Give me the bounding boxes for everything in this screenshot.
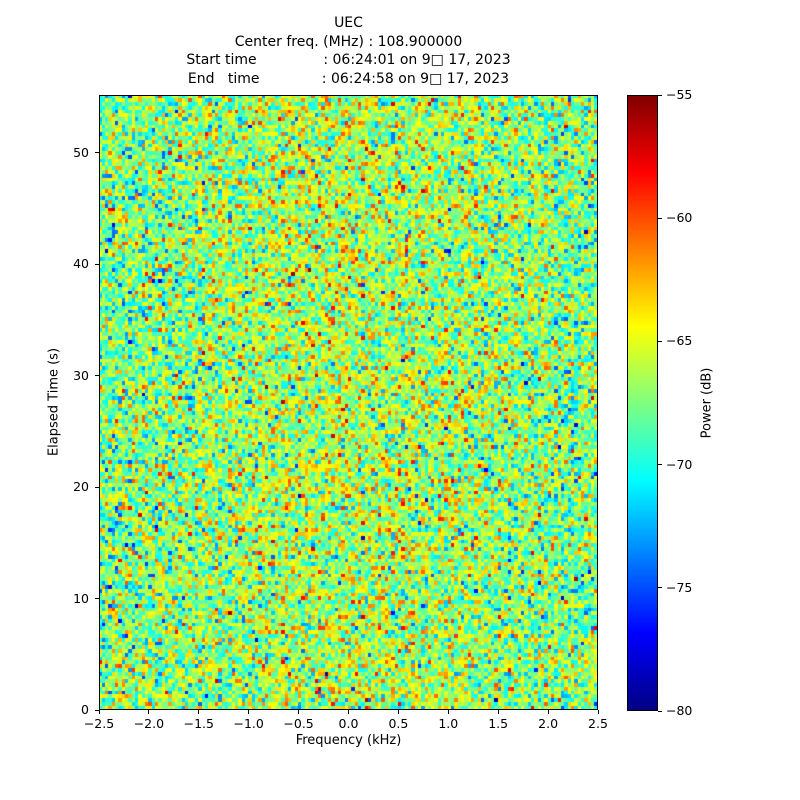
colorbar-tick-label: −80 (666, 703, 693, 718)
colorbar-tick-label: −55 (666, 87, 693, 102)
x-tick-label: 1.5 (488, 716, 509, 731)
x-tick-label: 0.5 (388, 716, 409, 731)
x-tick-label: −1.0 (233, 716, 264, 731)
x-tick (597, 710, 599, 714)
colorbar-tick (658, 217, 662, 219)
colorbar-tick (658, 710, 662, 712)
x-tick (98, 710, 100, 714)
x-tick-label: −1.5 (183, 716, 214, 731)
colorbar-tick-label: −60 (666, 210, 693, 226)
center-freq-line: Center freq. (MHz) : 108.900000 (234, 33, 463, 50)
y-tick-label: 50 (73, 144, 89, 160)
x-tick (348, 710, 349, 714)
y-axis-label: Elapsed Time (s) (46, 347, 62, 457)
x-tick (298, 710, 300, 714)
y-tick-label: 20 (73, 479, 89, 495)
x-axis-label: Frequency (kHz) (295, 733, 402, 748)
x-tick-label: 1.0 (438, 716, 459, 731)
chart-title-block: UEC Center freq. (MHz) : 108.900000 Star… (99, 14, 598, 88)
colorbar-tick-label: −70 (666, 456, 693, 472)
x-tick (148, 710, 150, 714)
x-tick (497, 710, 499, 714)
y-tick (95, 263, 99, 265)
y-tick-label: 30 (73, 367, 89, 383)
spectrogram-heatmap (99, 95, 598, 710)
x-tick (397, 710, 399, 714)
y-tick (95, 598, 99, 600)
y-tick (95, 486, 99, 488)
y-tick (95, 152, 99, 154)
end-time-line: End time : 06:24:58 on 9□ 17, 2023 (187, 70, 510, 87)
start-time-line: Start time : 06:24:01 on 9□ 17, 2023 (186, 52, 511, 68)
x-tick-label: −0.5 (283, 716, 314, 731)
x-tick-label: 0.0 (338, 716, 359, 731)
colorbar-tick (658, 587, 662, 589)
colorbar-label: Power (dB) (699, 367, 715, 439)
colorbar-tick (658, 94, 662, 96)
x-tick (547, 710, 549, 714)
colorbar-tick-label: −75 (666, 579, 693, 595)
colorbar-gradient (627, 95, 658, 711)
colorbar-tick (658, 464, 662, 466)
chart-title: UEC (334, 15, 363, 31)
y-tick (95, 375, 99, 377)
x-tick (248, 710, 250, 714)
x-tick-label: 2.0 (538, 716, 559, 731)
y-tick-label: 40 (73, 256, 89, 272)
colorbar-tick (658, 340, 662, 342)
x-tick (447, 710, 449, 714)
y-tick-label: 0 (81, 702, 89, 717)
colorbar-tick-label: −65 (666, 333, 693, 349)
x-tick-label: −2.0 (133, 716, 165, 731)
x-tick-label: −2.5 (83, 716, 115, 731)
y-tick-label: 10 (73, 590, 89, 606)
x-tick (198, 710, 200, 714)
y-tick (95, 709, 99, 711)
x-tick-label: 2.5 (588, 716, 608, 731)
